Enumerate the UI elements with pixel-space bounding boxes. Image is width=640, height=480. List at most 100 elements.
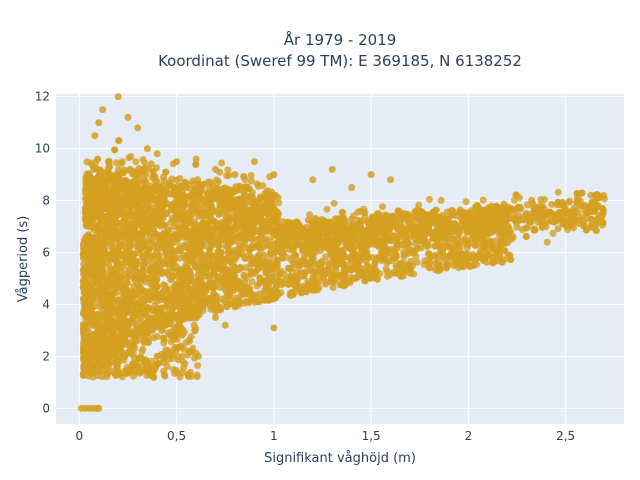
data-point xyxy=(224,166,232,174)
data-point xyxy=(510,196,518,204)
data-point xyxy=(426,264,434,272)
data-point xyxy=(107,254,115,262)
data-point xyxy=(166,219,174,227)
data-point xyxy=(248,278,256,286)
data-point xyxy=(590,202,598,209)
data-point xyxy=(152,277,160,285)
data-point xyxy=(186,337,193,345)
data-point xyxy=(484,250,492,258)
data-point xyxy=(94,197,102,205)
data-point xyxy=(213,256,221,264)
data-point xyxy=(184,274,192,282)
data-point xyxy=(309,273,317,281)
data-point xyxy=(145,338,152,346)
data-point xyxy=(509,233,517,241)
data-point xyxy=(210,207,217,215)
data-point xyxy=(242,274,250,282)
data-point xyxy=(143,216,151,224)
data-point xyxy=(240,284,248,291)
data-point xyxy=(134,215,142,222)
data-point xyxy=(128,342,136,350)
data-point xyxy=(160,295,168,303)
data-point xyxy=(400,253,408,261)
data-point xyxy=(526,217,534,225)
data-point xyxy=(112,159,120,167)
data-point xyxy=(283,219,291,227)
data-point xyxy=(528,196,536,204)
data-point xyxy=(235,297,243,305)
data-point xyxy=(97,283,104,291)
data-point xyxy=(548,200,556,208)
data-point xyxy=(141,165,149,173)
data-point xyxy=(373,213,381,221)
data-point xyxy=(210,190,218,198)
data-point xyxy=(142,171,150,179)
data-point xyxy=(238,238,246,246)
data-point xyxy=(119,200,127,208)
data-point xyxy=(215,178,222,186)
data-point xyxy=(137,185,145,193)
data-point xyxy=(175,245,183,253)
data-point xyxy=(375,223,383,231)
data-point xyxy=(262,194,270,202)
data-point xyxy=(183,251,191,259)
data-point xyxy=(354,208,362,216)
data-point xyxy=(247,296,255,304)
data-point xyxy=(287,289,294,297)
data-point xyxy=(169,365,177,373)
data-point xyxy=(342,280,350,288)
data-point xyxy=(141,258,149,266)
data-point xyxy=(228,209,236,217)
data-point xyxy=(84,280,92,288)
data-point xyxy=(79,276,87,284)
data-point xyxy=(119,193,127,201)
data-point xyxy=(463,229,471,236)
data-point xyxy=(307,264,315,272)
data-point xyxy=(140,310,148,318)
data-point xyxy=(86,317,94,325)
data-point xyxy=(115,296,123,304)
data-point xyxy=(510,215,518,223)
data-point xyxy=(271,241,279,249)
data-point xyxy=(136,249,143,257)
data-point xyxy=(251,198,258,206)
data-point xyxy=(155,253,163,261)
data-point xyxy=(147,160,155,168)
data-point xyxy=(218,159,226,167)
data-point xyxy=(323,205,331,213)
data-point xyxy=(364,261,371,269)
data-point xyxy=(336,281,344,289)
data-point xyxy=(158,213,166,220)
data-point xyxy=(261,287,269,295)
data-point xyxy=(124,279,132,287)
data-point xyxy=(486,229,493,237)
data-point xyxy=(110,227,118,235)
data-point xyxy=(168,271,176,279)
data-point xyxy=(173,176,181,184)
data-point xyxy=(285,264,292,272)
data-point xyxy=(537,196,545,204)
data-point xyxy=(330,199,338,207)
data-point xyxy=(245,287,253,295)
data-point xyxy=(135,165,143,173)
data-point xyxy=(161,372,169,380)
data-point xyxy=(270,286,277,293)
data-point xyxy=(154,242,162,250)
data-point xyxy=(160,177,168,185)
data-point xyxy=(104,370,112,378)
data-point xyxy=(531,213,539,221)
data-point xyxy=(242,264,250,272)
data-point xyxy=(117,206,125,214)
data-point xyxy=(225,214,233,222)
data-point xyxy=(179,273,187,281)
data-point xyxy=(151,307,159,315)
data-point xyxy=(192,243,200,251)
data-point xyxy=(193,281,201,289)
data-point xyxy=(462,198,470,206)
data-point xyxy=(160,202,168,210)
data-point xyxy=(371,259,379,267)
data-point xyxy=(247,177,255,185)
data-point xyxy=(397,272,405,280)
data-point xyxy=(113,254,121,262)
